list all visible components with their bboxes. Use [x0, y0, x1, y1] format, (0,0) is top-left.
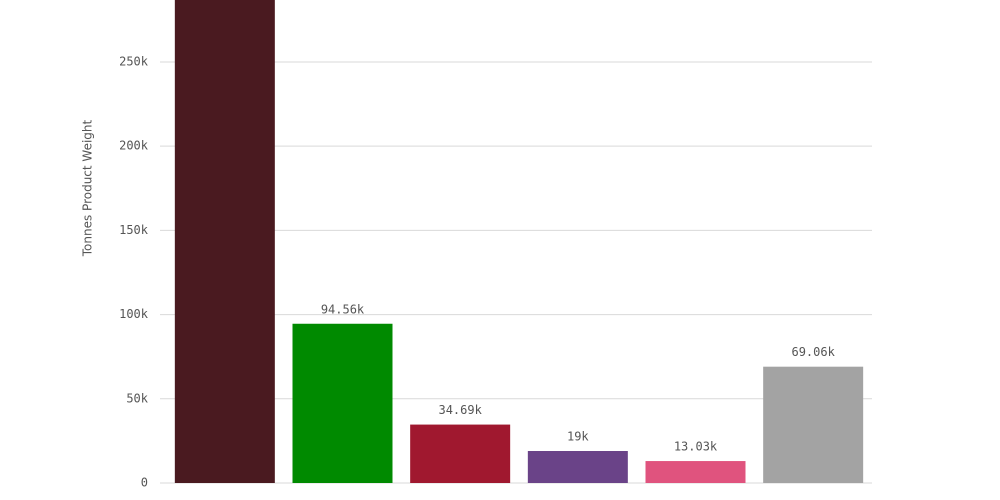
y-tick-label: 250k: [119, 54, 149, 68]
bar: [645, 461, 746, 483]
y-tick-label: 100k: [119, 307, 149, 321]
value-label: 34.69k: [438, 403, 482, 417]
bar: [410, 424, 511, 483]
bar: [527, 451, 628, 483]
y-tick-label: 150k: [119, 223, 149, 237]
y-axis-title: Tonnes Product Weight: [81, 119, 95, 257]
y-tick-label: 200k: [119, 139, 149, 153]
value-label: 69.06k: [791, 345, 835, 359]
value-label: 19k: [567, 430, 589, 444]
bar: [763, 366, 864, 483]
y-tick-label: 50k: [126, 391, 148, 405]
value-label: 13.03k: [674, 440, 718, 454]
bar: [292, 323, 393, 483]
y-tick-label: 0: [141, 476, 148, 490]
bar: [174, 0, 275, 484]
value-label: 94.56k: [321, 302, 365, 316]
